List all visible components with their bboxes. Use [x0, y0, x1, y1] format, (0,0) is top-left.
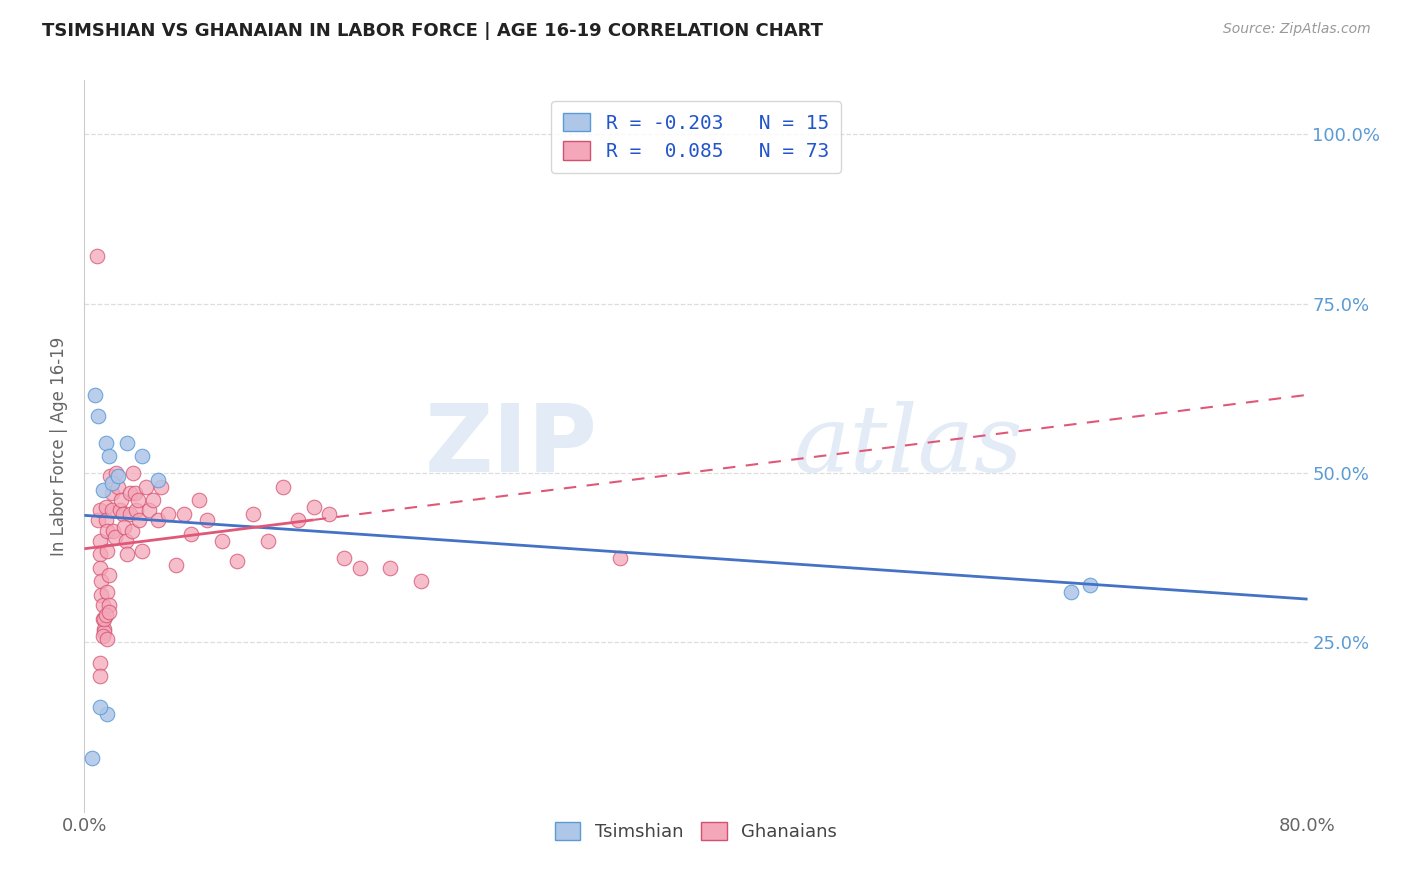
Point: [94, 608, 117, 623]
Point: [146, 514, 169, 528]
Point: [114, 533, 136, 548]
Point: [97, 449, 120, 463]
Point: [165, 558, 187, 572]
Point: [333, 550, 356, 565]
Point: [101, 476, 124, 491]
Point: [287, 514, 309, 528]
Point: [120, 486, 142, 500]
Point: [149, 480, 172, 494]
Point: [96, 706, 118, 721]
Point: [1059, 584, 1081, 599]
Point: [257, 533, 280, 548]
Point: [93, 622, 115, 636]
Point: [96, 584, 118, 599]
Point: [110, 493, 132, 508]
Point: [89, 656, 111, 670]
Point: [271, 480, 294, 494]
Point: [111, 507, 134, 521]
Point: [142, 493, 165, 508]
Point: [89, 669, 111, 683]
Point: [101, 486, 124, 500]
Point: [318, 507, 340, 521]
Point: [89, 533, 111, 548]
Point: [94, 514, 117, 528]
Point: [87, 514, 110, 528]
Point: [89, 547, 111, 561]
Point: [146, 473, 169, 487]
Point: [188, 493, 211, 508]
Point: [103, 524, 125, 538]
Point: [84, 388, 107, 402]
Point: [302, 500, 325, 514]
Point: [97, 598, 120, 612]
Point: [128, 514, 150, 528]
Point: [173, 507, 195, 521]
Point: [86, 249, 108, 263]
Y-axis label: In Labor Force | Age 16-19: In Labor Force | Age 16-19: [51, 336, 69, 556]
Text: ZIP: ZIP: [425, 400, 598, 492]
Point: [89, 699, 111, 714]
Point: [108, 503, 131, 517]
Point: [124, 486, 146, 500]
Point: [89, 503, 111, 517]
Point: [349, 561, 371, 575]
Point: [91, 612, 114, 626]
Point: [121, 524, 143, 538]
Point: [90, 574, 112, 589]
Point: [94, 435, 117, 450]
Point: [96, 632, 118, 646]
Point: [96, 544, 118, 558]
Point: [131, 449, 153, 463]
Point: [409, 574, 432, 589]
Point: [195, 514, 218, 528]
Point: [104, 530, 127, 544]
Point: [98, 469, 121, 483]
Point: [89, 561, 111, 575]
Point: [93, 612, 115, 626]
Text: TSIMSHIAN VS GHANAIAN IN LABOR FORCE | AGE 16-19 CORRELATION CHART: TSIMSHIAN VS GHANAIAN IN LABOR FORCE | A…: [42, 22, 823, 40]
Point: [93, 625, 115, 640]
Point: [115, 547, 138, 561]
Point: [91, 598, 114, 612]
Point: [1358, 324, 1381, 338]
Point: [120, 507, 142, 521]
Point: [107, 469, 129, 483]
Point: [1080, 578, 1102, 592]
Point: [609, 550, 631, 565]
Point: [90, 588, 112, 602]
Point: [180, 527, 202, 541]
Point: [242, 507, 264, 521]
Text: Source: ZipAtlas.com: Source: ZipAtlas.com: [1223, 22, 1371, 37]
Point: [91, 483, 114, 497]
Point: [226, 554, 249, 568]
Point: [80, 750, 103, 764]
Point: [138, 503, 160, 517]
Point: [97, 605, 120, 619]
Point: [105, 466, 128, 480]
Point: [125, 503, 148, 517]
Point: [131, 544, 153, 558]
Point: [97, 567, 120, 582]
Point: [112, 520, 135, 534]
Point: [101, 503, 124, 517]
Legend: Tsimshian, Ghanaians: Tsimshian, Ghanaians: [543, 810, 849, 854]
Point: [87, 409, 110, 423]
Point: [115, 435, 138, 450]
Point: [135, 480, 157, 494]
Point: [96, 524, 118, 538]
Point: [94, 500, 117, 514]
Point: [127, 493, 149, 508]
Text: atlas: atlas: [794, 401, 1024, 491]
Point: [157, 507, 180, 521]
Point: [122, 466, 145, 480]
Point: [107, 480, 129, 494]
Point: [91, 629, 114, 643]
Point: [211, 533, 233, 548]
Point: [380, 561, 402, 575]
